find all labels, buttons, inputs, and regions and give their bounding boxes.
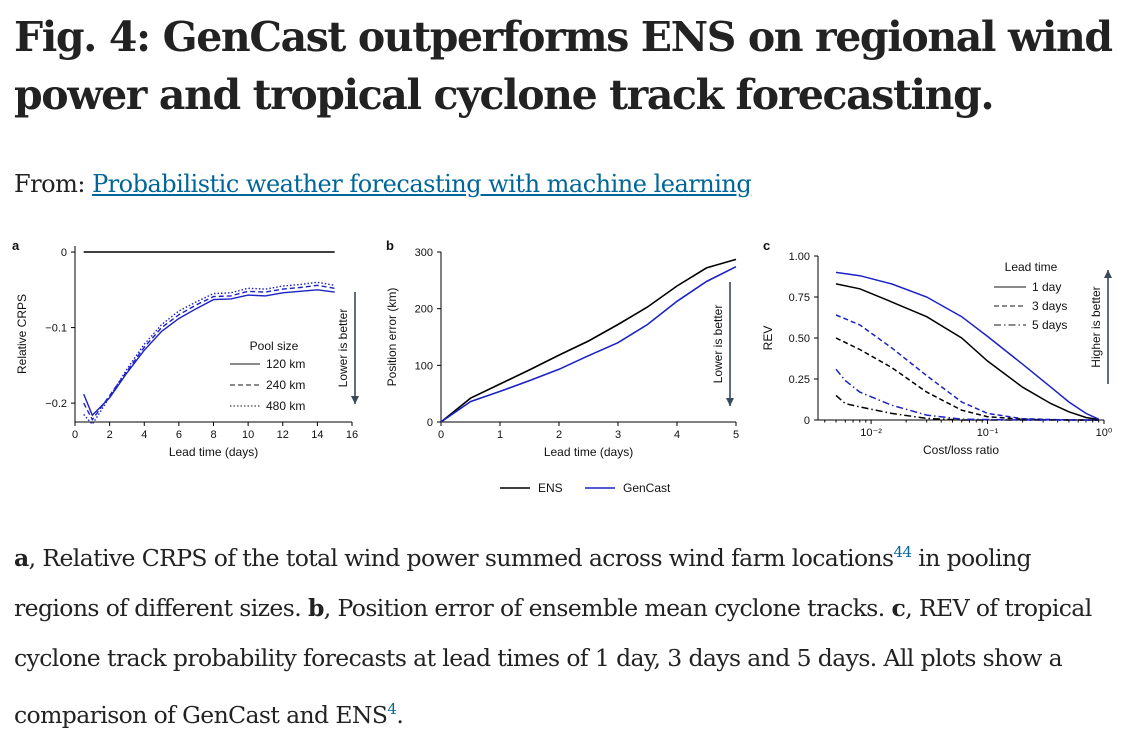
caption-b-text: , Position error of ensemble mean cyclon…	[323, 593, 892, 622]
x-tick-label: 4	[674, 429, 680, 441]
y-tick-label: −0.1	[45, 323, 67, 335]
annotation-arrow-b-head	[726, 398, 734, 406]
series-line-GenCast-5-days	[835, 368, 1099, 421]
x-tick-label: 3	[615, 429, 621, 441]
caption-end: .	[396, 700, 404, 729]
x-tick-label: 14	[311, 429, 323, 441]
x-tick-label: 12	[277, 429, 289, 441]
reference-link-44[interactable]: 44	[893, 543, 912, 561]
annotation-arrow-c-head	[1104, 270, 1112, 278]
series-line-480-km	[83, 281, 335, 426]
legend-label: 240 km	[266, 378, 305, 392]
reference-link-4[interactable]: 4	[387, 699, 397, 718]
caption-a-letter: a	[14, 543, 29, 572]
x-tick-label: 8	[210, 429, 216, 441]
legend-label-c: 1 day	[1032, 280, 1061, 294]
series-line-ENS-1-day	[835, 283, 1099, 421]
legend-title-c: Lead time	[1005, 260, 1058, 274]
x-tick-label: 1	[497, 429, 503, 441]
x-tick-label: 10⁻¹	[977, 427, 999, 439]
annotation-arrow-a-head	[351, 396, 359, 404]
annotation-arrow-b-label: Lower is better	[711, 305, 725, 384]
series-line-GenCast-1-day	[835, 271, 1100, 420]
source-line: From: Probabilistic weather forecasting …	[14, 170, 752, 198]
article-link[interactable]: Probabilistic weather forecasting with m…	[92, 170, 752, 198]
series-line-GenCast	[440, 265, 737, 423]
x-tick-label: 0	[72, 429, 78, 441]
x-tick-label: 10	[242, 429, 254, 441]
x-tick-label: 4	[141, 429, 147, 441]
figure-caption: a, Relative CRPS of the total wind power…	[14, 526, 1114, 740]
x-tick-label: 10⁻²	[860, 427, 882, 439]
legend-title: Pool size	[250, 339, 299, 353]
caption-b-letter: b	[307, 593, 324, 622]
panel-letter-b: b	[386, 238, 394, 253]
legend-label-ens: ENS	[538, 481, 563, 495]
figure-title: Fig. 4: GenCast outperforms ENS on regio…	[14, 13, 1113, 119]
legend-label: 480 km	[266, 399, 305, 413]
panel-letter-c: c	[763, 238, 770, 253]
annotation-arrow-a-label: Lower is better	[336, 309, 350, 388]
from-label: From:	[14, 170, 85, 198]
y-tick-label: 200	[415, 304, 433, 316]
y-tick-label: 300	[415, 247, 433, 259]
legend-label-gencast: GenCast	[623, 481, 671, 495]
y-axis-label: REV	[761, 326, 775, 351]
x-axis-label: Lead time (days)	[544, 445, 633, 459]
legend-label-c: 3 days	[1032, 299, 1067, 313]
y-tick-label: 0.50	[789, 333, 810, 345]
x-axis-label: Lead time (days)	[169, 445, 258, 459]
y-tick-label: 0	[804, 415, 810, 427]
y-axis-label: Position error (km)	[385, 288, 399, 387]
x-tick-label: 5	[733, 429, 739, 441]
x-tick-label: 6	[176, 429, 182, 441]
series-line-240-km	[83, 284, 335, 422]
panel-letter-a: a	[12, 238, 20, 253]
y-tick-label: 0	[427, 417, 433, 429]
annotation-arrow-c-label: Higher is better	[1089, 286, 1103, 367]
caption-c-text: , REV of tropical cyclone track probabil…	[14, 593, 1092, 729]
x-tick-label: 16	[346, 429, 358, 441]
y-tick-label: 0	[61, 247, 67, 259]
y-tick-label: 100	[415, 360, 433, 372]
y-tick-label: 0.25	[789, 374, 810, 386]
x-tick-label: 10⁰	[1096, 427, 1113, 439]
x-tick-label: 2	[556, 429, 562, 441]
y-tick-label: −0.2	[45, 398, 67, 410]
series-line-ENS-3-days	[835, 337, 1099, 421]
caption-a-text: , Relative CRPS of the total wind power …	[28, 543, 894, 572]
x-axis-label: Cost/loss ratio	[923, 443, 999, 457]
legend-label-c: 5 days	[1032, 318, 1067, 332]
x-tick-label: 2	[107, 429, 113, 441]
y-tick-label: 1.00	[789, 251, 810, 263]
series-line-ENS	[440, 258, 737, 423]
caption-c-letter: c	[891, 593, 906, 622]
series-line-120-km	[83, 289, 335, 417]
y-tick-label: 0.75	[789, 292, 810, 304]
caption-a-text2: in pooling regions of different sizes.	[14, 543, 1032, 622]
legend-label: 120 km	[266, 357, 305, 371]
x-tick-label: 0	[438, 429, 444, 441]
y-axis-label: Relative CRPS	[15, 294, 29, 374]
